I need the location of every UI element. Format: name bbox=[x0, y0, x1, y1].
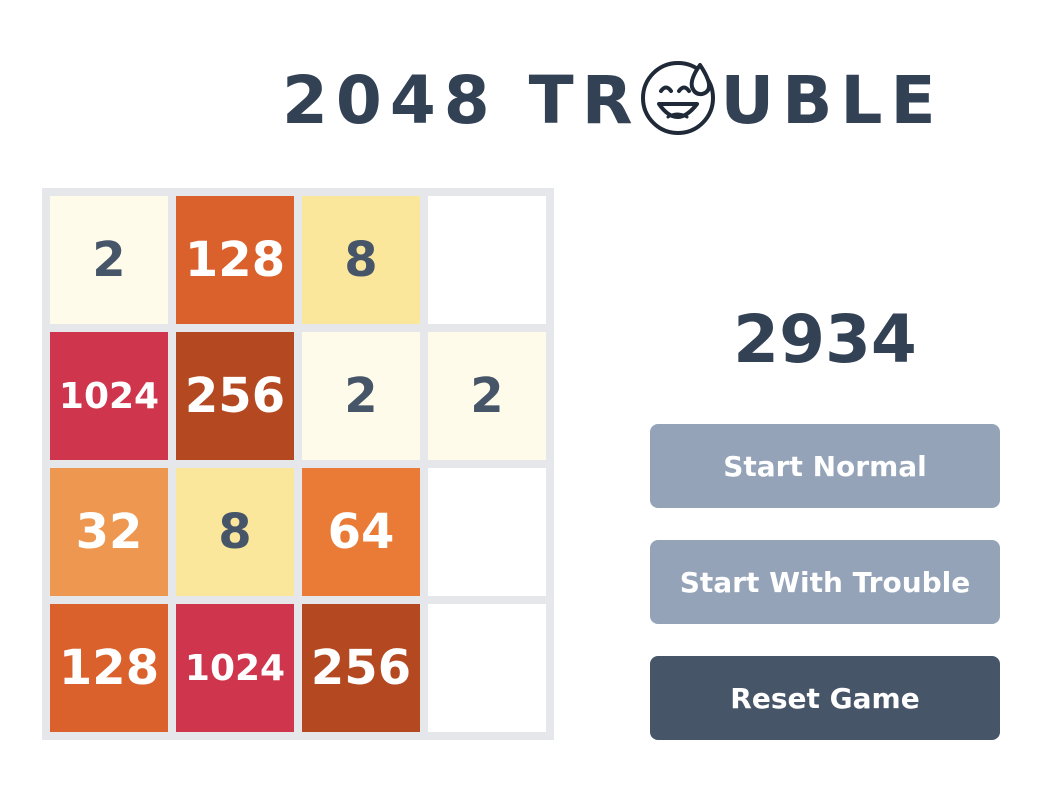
sweat-smile-emoji-icon bbox=[639, 57, 719, 137]
tile-64: 64 bbox=[302, 468, 420, 596]
start-with-trouble-button[interactable]: Start With Trouble bbox=[650, 540, 1000, 624]
empty-cell bbox=[428, 196, 546, 324]
tile-8: 8 bbox=[302, 196, 420, 324]
tile-128: 128 bbox=[176, 196, 294, 324]
game-board: 2 128 8 1024 256 2 2 32 8 64 128 1024 256 bbox=[42, 188, 554, 740]
tile-256: 256 bbox=[176, 332, 294, 460]
game-title: 2048 TR UBLE bbox=[282, 58, 944, 144]
tile-32: 32 bbox=[50, 468, 168, 596]
tile-1024: 1024 bbox=[176, 604, 294, 732]
tile-1024: 1024 bbox=[50, 332, 168, 460]
empty-cell bbox=[428, 604, 546, 732]
tile-256: 256 bbox=[302, 604, 420, 732]
reset-game-button[interactable]: Reset Game bbox=[650, 656, 1000, 740]
tile-8: 8 bbox=[176, 468, 294, 596]
tile-2: 2 bbox=[302, 332, 420, 460]
tile-2: 2 bbox=[50, 196, 168, 324]
title-text-end: UBLE bbox=[720, 62, 944, 139]
empty-cell bbox=[428, 468, 546, 596]
score-display: 2934 bbox=[733, 301, 917, 378]
tile-128: 128 bbox=[50, 604, 168, 732]
title-text-start: 2048 TR bbox=[282, 62, 641, 139]
start-normal-button[interactable]: Start Normal bbox=[650, 424, 1000, 508]
tile-2: 2 bbox=[428, 332, 546, 460]
